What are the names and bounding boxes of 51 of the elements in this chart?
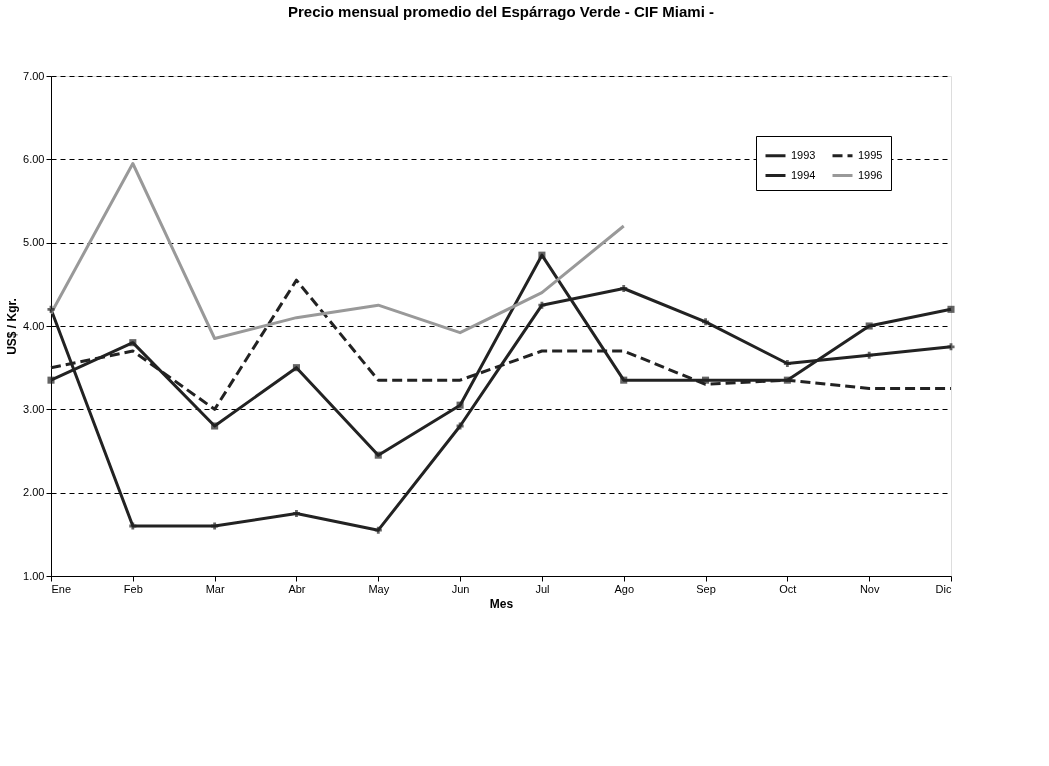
y-tick-label: 5.00 [23,236,45,249]
x-tick-label: Mar [205,582,225,595]
point [211,422,219,430]
point [865,322,873,330]
y-tick-label: 7.00 [23,69,45,82]
legend-label: 1995 [858,148,883,161]
point [620,284,628,293]
x-tick-label: Ene [51,582,72,595]
point [129,339,137,347]
x-tick-label: Ago [614,582,635,595]
x-axis-title: Mes [489,596,514,611]
point [538,301,546,309]
point [456,401,464,409]
point [538,251,546,259]
y-tick-label: 6.00 [23,152,45,165]
point [47,376,55,384]
y-tick-label: 3.00 [23,402,45,415]
point [783,376,791,384]
point [456,422,464,430]
x-tick-label: Nov [859,582,880,595]
x-tick-label: Feb [123,582,143,595]
y-tick-label: 2.00 [23,486,45,499]
point [702,376,710,384]
point [947,305,955,313]
x-tick-label: Dic [935,582,952,595]
point [702,318,710,326]
x-tick-label: Sep [696,582,716,595]
point [783,359,791,368]
x-tick-label: Oct [779,582,797,595]
x-tick-label: Jun [451,582,470,595]
point [374,451,382,459]
y-tick-label: 1.00 [23,569,45,582]
y-tick-label: 4.00 [23,319,45,332]
point [374,526,382,534]
point [211,522,219,530]
point [129,522,137,530]
chart-title: Precio mensual promedio del Espárrago Verde - CIF Miami - [288,3,714,20]
x-tick-label: Jul [535,582,550,595]
point [47,305,55,313]
point [620,376,628,384]
x-tick-label: Abr [288,582,306,595]
point [292,364,300,372]
legend-label: 1994 [791,168,816,181]
point [865,351,873,359]
x-tick-label: May [368,582,390,595]
legend-label: 1996 [858,168,883,181]
legend-label: 1993 [791,148,816,161]
point [947,343,955,351]
point [292,509,300,518]
line-series [49,162,626,340]
y-axis-title: US$ / Kgr. [5,298,20,355]
